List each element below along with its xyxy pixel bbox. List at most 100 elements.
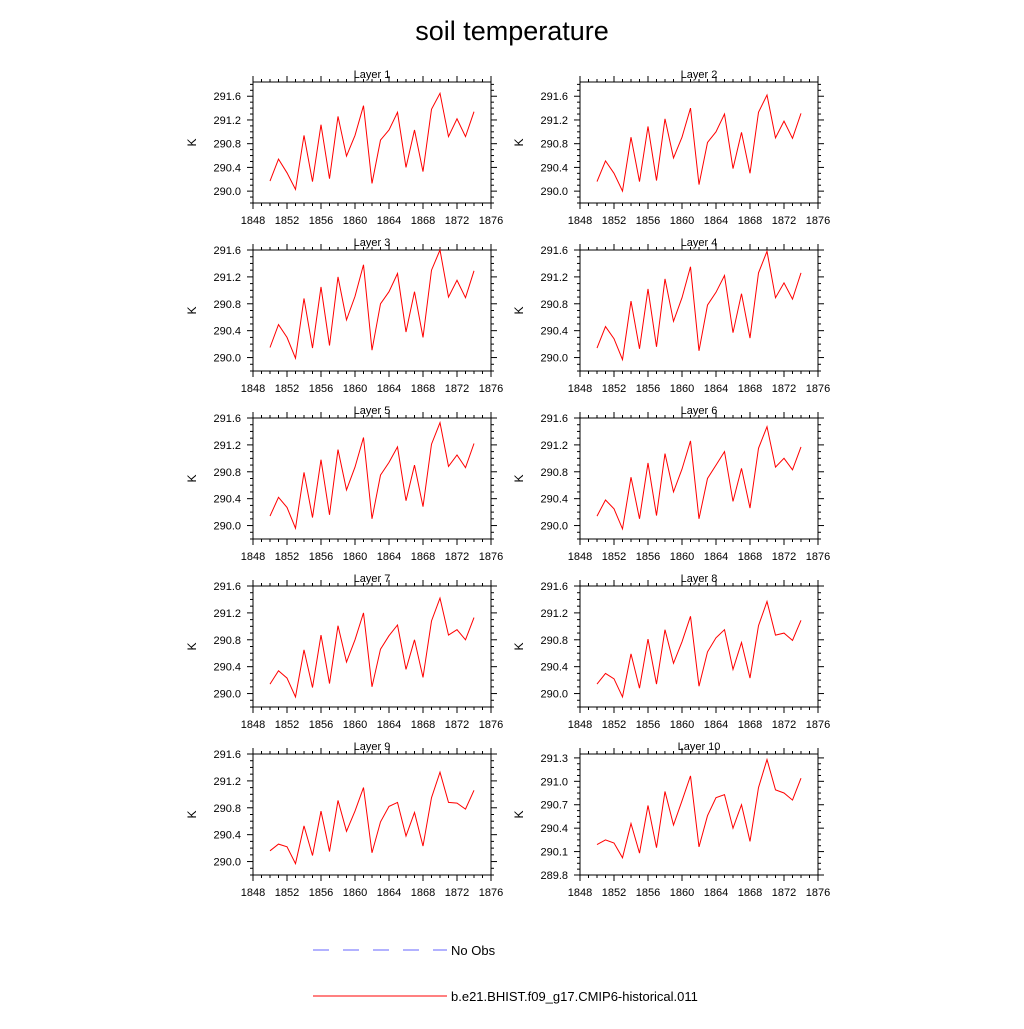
y-tick-label: 290.0 xyxy=(213,521,241,533)
y-tick-label: 291.6 xyxy=(213,245,241,257)
y-tick-label: 290.4 xyxy=(540,162,568,174)
x-tick-label: 1868 xyxy=(738,719,762,731)
x-tick-label: 1852 xyxy=(275,383,299,395)
x-tick-label: 1864 xyxy=(377,383,401,395)
series-line-model-run xyxy=(269,248,475,361)
x-tick-label: 1856 xyxy=(636,551,660,563)
y-tick-label: 290.4 xyxy=(213,326,241,338)
panel-layer-8: Layer 8 K 1848 1852 1856 1860 1864 1868 1872 1876… xyxy=(512,573,830,731)
y-tick-label: 290.1 xyxy=(540,847,568,859)
panel-title: Layer 7 xyxy=(354,573,391,585)
x-tick-label: 1852 xyxy=(602,551,626,563)
x-tick-label: 1848 xyxy=(568,887,592,899)
x-tick-label: 1852 xyxy=(275,887,299,899)
panel-title: Layer 3 xyxy=(354,237,391,249)
y-axis-label: K xyxy=(512,474,526,482)
x-tick-label: 1860 xyxy=(343,383,367,395)
x-tick-label: 1868 xyxy=(738,215,762,227)
x-tick-label: 1860 xyxy=(670,719,694,731)
series-line-model-run xyxy=(596,757,802,860)
y-axis-label: K xyxy=(185,306,199,314)
panel-grid: Layer 1 K 1848 1852 1856 1860 1864 1868 1872 1876… xyxy=(185,69,830,899)
x-tick-label: 1876 xyxy=(479,215,503,227)
y-axis-label: K xyxy=(185,138,199,146)
series-line-model-run xyxy=(596,599,802,699)
y-tick-label: 290.0 xyxy=(540,521,568,533)
y-tick-label: 291.2 xyxy=(213,776,241,788)
x-tick-label: 1876 xyxy=(806,551,830,563)
y-tick-label: 291.2 xyxy=(213,440,241,452)
x-tick-label: 1848 xyxy=(241,887,265,899)
x-tick-label: 1864 xyxy=(704,887,728,899)
x-tick-label: 1868 xyxy=(411,215,435,227)
x-tick-label: 1848 xyxy=(241,383,265,395)
y-tick-label: 290.0 xyxy=(540,186,568,198)
panel-layer-5: Layer 5 K 1848 1852 1856 1860 1864 1868 1872 1876… xyxy=(185,405,503,563)
x-tick-label: 1872 xyxy=(772,551,796,563)
x-tick-label: 1876 xyxy=(479,383,503,395)
x-tick-label: 1860 xyxy=(343,551,367,563)
panel-layer-1: Layer 1 K 1848 1852 1856 1860 1864 1868 1872 1876… xyxy=(185,69,503,227)
panel-layer-9: Layer 9 K 1848 1852 1856 1860 1864 1868 1872 1876… xyxy=(185,741,503,899)
plot-frame xyxy=(579,753,819,876)
y-tick-label: 290.4 xyxy=(213,830,241,842)
y-tick-label: 291.6 xyxy=(540,581,568,593)
y-tick-label: 290.4 xyxy=(213,162,241,174)
y-tick-label: 291.3 xyxy=(540,753,568,765)
y-axis-label: K xyxy=(512,306,526,314)
x-tick-label: 1868 xyxy=(738,887,762,899)
x-tick-label: 1864 xyxy=(704,551,728,563)
x-tick-label: 1872 xyxy=(445,551,469,563)
y-tick-label: 291.6 xyxy=(213,581,241,593)
x-tick-label: 1848 xyxy=(568,719,592,731)
x-tick-label: 1868 xyxy=(411,551,435,563)
y-axis-label: K xyxy=(512,138,526,146)
x-tick-label: 1848 xyxy=(241,215,265,227)
figure-title: soil temperature xyxy=(415,16,609,46)
x-tick-label: 1860 xyxy=(343,719,367,731)
x-tick-label: 1848 xyxy=(241,551,265,563)
y-axis-label: K xyxy=(185,642,199,650)
x-tick-label: 1860 xyxy=(343,215,367,227)
y-tick-label: 290.0 xyxy=(213,689,241,701)
y-tick-label: 291.6 xyxy=(540,245,568,257)
x-tick-label: 1864 xyxy=(704,215,728,227)
x-tick-label: 1868 xyxy=(738,551,762,563)
x-tick-label: 1872 xyxy=(445,719,469,731)
y-tick-label: 290.8 xyxy=(540,139,568,151)
y-tick-label: 290.8 xyxy=(540,467,568,479)
y-tick-label: 291.6 xyxy=(540,91,568,103)
x-tick-label: 1856 xyxy=(636,719,660,731)
y-axis-label: K xyxy=(185,474,199,482)
y-tick-label: 290.4 xyxy=(540,494,568,506)
y-tick-label: 290.0 xyxy=(540,689,568,701)
x-tick-label: 1860 xyxy=(670,551,694,563)
y-axis-label: K xyxy=(185,810,199,818)
plot-frame xyxy=(252,585,492,708)
y-tick-label: 290.4 xyxy=(540,662,568,674)
x-tick-label: 1872 xyxy=(445,215,469,227)
panel-title: Layer 10 xyxy=(678,741,721,753)
y-tick-label: 291.2 xyxy=(213,608,241,620)
x-tick-label: 1876 xyxy=(806,215,830,227)
y-tick-label: 289.8 xyxy=(540,870,568,882)
plot-frame xyxy=(579,81,819,204)
x-tick-label: 1868 xyxy=(738,383,762,395)
x-tick-label: 1852 xyxy=(602,383,626,395)
y-tick-label: 291.6 xyxy=(213,749,241,761)
x-tick-label: 1876 xyxy=(479,887,503,899)
y-tick-label: 291.6 xyxy=(213,91,241,103)
x-tick-label: 1856 xyxy=(636,383,660,395)
y-tick-label: 290.0 xyxy=(213,857,241,869)
x-tick-label: 1852 xyxy=(275,551,299,563)
series-line-model-run xyxy=(596,93,802,193)
panel-layer-6: Layer 6 K 1848 1852 1856 1860 1864 1868 1872 1876… xyxy=(512,405,830,563)
plot-frame xyxy=(252,753,492,876)
x-tick-label: 1856 xyxy=(309,551,333,563)
y-tick-label: 290.4 xyxy=(213,662,241,674)
x-tick-label: 1848 xyxy=(568,215,592,227)
y-tick-label: 290.8 xyxy=(540,635,568,647)
x-tick-label: 1864 xyxy=(377,215,401,227)
panel-title: Layer 9 xyxy=(354,741,391,753)
